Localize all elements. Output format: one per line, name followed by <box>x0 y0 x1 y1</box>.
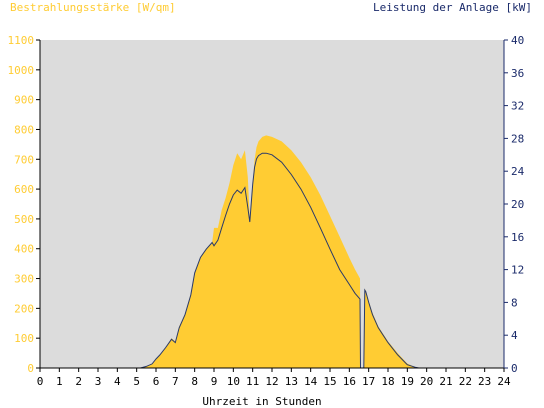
x-tick-label: 5 <box>133 375 140 388</box>
left-tick-label: 0 <box>27 362 34 375</box>
left-tick-label: 800 <box>14 123 34 136</box>
right-tick-label: 16 <box>511 231 524 244</box>
left-tick-label: 500 <box>14 213 34 226</box>
right-axis-title: Leistung der Anlage [kW] <box>373 1 532 14</box>
x-tick-label: 14 <box>304 375 318 388</box>
left-tick-label: 400 <box>14 243 34 256</box>
left-tick-label: 1000 <box>8 64 35 77</box>
x-tick-label: 23 <box>478 375 491 388</box>
x-tick-label: 0 <box>37 375 44 388</box>
irradiance-area <box>40 135 504 368</box>
right-tick-label: 28 <box>511 132 524 145</box>
x-tick-label: 20 <box>420 375 433 388</box>
left-axis-title: Bestrahlungsstärke [W/qm] <box>10 1 176 14</box>
right-tick-label: 0 <box>511 362 518 375</box>
right-tick-label: 4 <box>511 329 518 342</box>
x-tick-label: 18 <box>381 375 394 388</box>
left-tick-label: 900 <box>14 94 34 107</box>
x-tick-label: 2 <box>75 375 82 388</box>
x-tick-label: 11 <box>246 375 259 388</box>
x-tick-label: 4 <box>114 375 121 388</box>
left-tick-label: 100 <box>14 332 34 345</box>
right-tick-label: 32 <box>511 100 524 113</box>
power-line <box>40 152 504 369</box>
left-tick-label: 1100 <box>8 34 35 47</box>
x-tick-label: 13 <box>285 375 298 388</box>
x-tick-label: 10 <box>227 375 240 388</box>
x-tick-label: 17 <box>362 375 375 388</box>
right-tick-label: 20 <box>511 198 524 211</box>
x-tick-label: 19 <box>401 375 414 388</box>
x-tick-label: 22 <box>459 375 472 388</box>
x-tick-label: 7 <box>172 375 179 388</box>
x-tick-label: 9 <box>211 375 218 388</box>
right-tick-label: 36 <box>511 67 524 80</box>
axes-layer: 0100200300400500600700800900100011000481… <box>8 34 525 388</box>
right-tick-label: 24 <box>511 165 525 178</box>
right-tick-label: 40 <box>511 34 524 47</box>
x-tick-label: 16 <box>343 375 356 388</box>
x-tick-label: 15 <box>323 375 336 388</box>
x-tick-label: 8 <box>191 375 198 388</box>
left-tick-label: 600 <box>14 183 34 196</box>
left-tick-label: 700 <box>14 153 34 166</box>
series-layer <box>40 135 504 369</box>
x-tick-label: 24 <box>497 375 511 388</box>
x-tick-label: 1 <box>56 375 63 388</box>
x-tick-label: 3 <box>95 375 102 388</box>
x-tick-label: 12 <box>265 375 278 388</box>
left-tick-label: 300 <box>14 273 34 286</box>
x-tick-label: 21 <box>439 375 452 388</box>
x-tick-label: 6 <box>153 375 160 388</box>
left-tick-label: 200 <box>14 302 34 315</box>
right-tick-label: 8 <box>511 296 518 309</box>
right-tick-label: 12 <box>511 264 524 277</box>
x-axis-title: Uhrzeit in Stunden <box>202 395 321 408</box>
